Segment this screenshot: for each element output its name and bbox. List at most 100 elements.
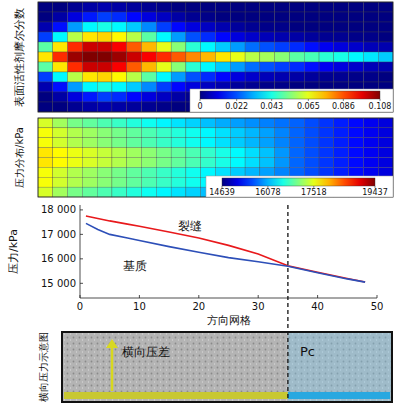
fracture-band xyxy=(64,392,288,399)
heatmap-cell xyxy=(112,42,127,52)
heatmap-cell xyxy=(82,177,97,187)
heatmap-cell xyxy=(319,2,334,12)
colorbar: 00.0220.0430.0650.0860.108 xyxy=(190,89,393,112)
heatmap-cell xyxy=(363,118,378,128)
heatmap-cell xyxy=(97,82,112,92)
heatmap-cell xyxy=(156,12,171,22)
heatmap-cell xyxy=(289,118,304,128)
heatmap xyxy=(38,118,393,197)
heatmap-cell xyxy=(142,118,157,128)
y-axis-label: 压力分布/kPa xyxy=(14,127,25,188)
heatmap-cell xyxy=(186,22,201,32)
heatmap-cell xyxy=(142,42,157,52)
heatmap-cell xyxy=(82,128,97,138)
heatmap-cell xyxy=(53,72,68,82)
y-tick-label: 16 000 xyxy=(41,253,76,264)
heatmap-cell xyxy=(112,167,127,177)
heatmap-cell xyxy=(245,22,260,32)
heatmap-cell xyxy=(127,128,142,138)
heatmap-cell xyxy=(53,177,68,187)
heatmap-cell xyxy=(334,22,349,32)
heatmap-cell xyxy=(171,92,186,102)
heatmap-cell xyxy=(363,128,378,138)
heatmap-cell xyxy=(275,148,290,158)
heatmap-cell xyxy=(378,138,393,148)
schematic-frame xyxy=(62,332,392,402)
heatmap-cell xyxy=(186,12,201,22)
heatmap-cell xyxy=(319,138,334,148)
colorbar-tick-label: 14639 xyxy=(209,188,234,197)
heatmap-cell xyxy=(186,118,201,128)
heatmap-cell xyxy=(186,167,201,177)
heatmap-cell xyxy=(260,138,275,148)
heatmap-cell xyxy=(275,118,290,128)
heatmap-cell xyxy=(38,12,53,22)
heatmap-cell xyxy=(378,148,393,158)
heatmap-cell xyxy=(260,158,275,168)
heatmap-cell xyxy=(201,12,216,22)
heatmap-cell xyxy=(304,52,319,62)
heatmap-cell xyxy=(245,148,260,158)
line-series xyxy=(86,223,365,282)
heatmap-cell xyxy=(260,148,275,158)
heatmap-cell xyxy=(304,138,319,148)
heatmap-cell xyxy=(216,32,231,42)
heatmap-cell xyxy=(142,32,157,42)
heatmap-cell xyxy=(186,2,201,12)
heatmap-cell xyxy=(97,22,112,32)
heatmap-cell xyxy=(127,2,142,12)
heatmap-cell xyxy=(82,62,97,72)
heatmap-cell xyxy=(142,177,157,187)
heatmap-cell xyxy=(82,148,97,158)
heatmap-cell xyxy=(97,52,112,62)
heatmap-cell xyxy=(156,187,171,197)
colorbar-tick-label: 0.108 xyxy=(369,102,392,111)
heatmap-cell xyxy=(53,82,68,92)
heatmap-cell xyxy=(142,138,157,148)
heatmap-cell xyxy=(363,138,378,148)
heatmap-cell xyxy=(378,158,393,168)
heatmap-cell xyxy=(68,2,83,12)
heatmap-cell xyxy=(142,62,157,72)
heatmap-cell xyxy=(112,187,127,197)
heatmap-cell xyxy=(38,177,53,187)
heatmap-frame xyxy=(38,118,393,197)
heatmap-cell xyxy=(53,12,68,22)
heatmap-cell xyxy=(97,12,112,22)
heatmap-cell xyxy=(171,118,186,128)
heatmap-cell xyxy=(334,2,349,12)
heatmap-cell xyxy=(127,138,142,148)
y-axis-label: 表面活性剂摩尔分数 xyxy=(13,8,26,107)
heatmap-cell xyxy=(68,138,83,148)
heatmap-cell xyxy=(127,52,142,62)
y-tick xyxy=(80,283,83,284)
heatmap-cell xyxy=(289,138,304,148)
heatmap-cell xyxy=(334,138,349,148)
x-tick xyxy=(198,295,199,298)
colorbar-background xyxy=(190,89,393,112)
heatmap-cell xyxy=(260,42,275,52)
heatmap-cell xyxy=(38,187,53,197)
heatmap-cell xyxy=(171,22,186,32)
y-tick xyxy=(80,234,83,235)
heatmap-cell xyxy=(186,158,201,168)
heatmap-cell xyxy=(142,102,157,112)
heatmap-cell xyxy=(68,187,83,197)
heatmap-cell xyxy=(112,128,127,138)
heatmap-cell xyxy=(68,52,83,62)
heatmap-cell xyxy=(156,118,171,128)
heatmap-cell xyxy=(97,62,112,72)
heatmap-cell xyxy=(378,118,393,128)
line-series xyxy=(86,216,365,282)
heatmap-cell xyxy=(201,42,216,52)
heatmap-cell xyxy=(304,118,319,128)
heatmap-cell xyxy=(245,72,260,82)
colorbar-background xyxy=(206,176,393,197)
x-tick-label: 20 xyxy=(192,301,205,312)
heatmap-cell xyxy=(68,72,83,82)
heatmap-cell xyxy=(289,12,304,22)
heatmap-cell xyxy=(171,32,186,42)
heatmap-cell xyxy=(142,92,157,102)
colorbar-tick xyxy=(236,99,237,101)
x-tick xyxy=(80,295,81,298)
